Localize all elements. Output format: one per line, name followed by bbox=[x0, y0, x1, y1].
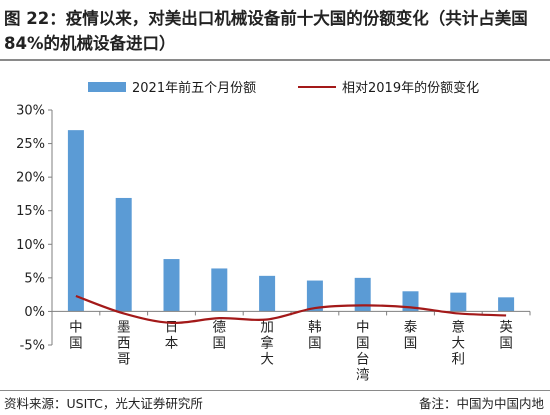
x-tick-label: 英国 bbox=[499, 318, 513, 351]
legend-label-bar: 2021年前五个月份额 bbox=[132, 81, 257, 96]
bar bbox=[67, 130, 84, 312]
y-tick-label: 15% bbox=[16, 204, 45, 219]
legend-item-bar: 2021年前五个月份额 bbox=[88, 77, 256, 96]
y-tick-label: 5% bbox=[24, 271, 45, 286]
bar bbox=[211, 268, 228, 312]
line-series bbox=[75, 294, 507, 324]
x-tick-label: 意大利 bbox=[452, 318, 466, 367]
bar bbox=[354, 277, 371, 312]
y-tick-label: -5% bbox=[20, 339, 45, 354]
bar-series bbox=[67, 130, 515, 312]
y-tick-label: 0% bbox=[24, 305, 45, 320]
legend-label-line: 相对2019年的份额变化 bbox=[342, 81, 480, 96]
y-tick-label: 25% bbox=[16, 137, 45, 152]
y-axis: -5% 0% 5% 10% 15% 20% 25% 30% bbox=[16, 104, 53, 354]
x-tick-label: 中国台湾 bbox=[356, 319, 370, 383]
bar bbox=[115, 197, 132, 312]
x-tick-label: 泰国 bbox=[404, 319, 418, 351]
bar bbox=[498, 297, 515, 312]
legend: 2021年前五个月份额 相对2019年的份额变化 bbox=[0, 77, 550, 97]
bar bbox=[306, 280, 323, 312]
chart-title: 图 22：疫情以来，对美出口机械设备前十大国的份额变化（共计占美国 84%的机械… bbox=[4, 9, 528, 53]
x-tick-label: 中国 bbox=[69, 319, 83, 351]
bar bbox=[259, 275, 276, 312]
legend-swatch-bar bbox=[88, 81, 126, 92]
y-tick-label: 10% bbox=[16, 238, 45, 253]
source-note: 资料来源：USITC，光大证券研究所 bbox=[4, 396, 203, 411]
x-tick-label: 墨西哥 bbox=[117, 319, 131, 367]
legend-item-line: 相对2019年的份额变化 bbox=[298, 77, 479, 96]
x-tick-label: 韩国 bbox=[308, 319, 322, 351]
legend-swatch-line bbox=[298, 85, 336, 88]
bar bbox=[450, 292, 467, 312]
footer-divider bbox=[0, 390, 550, 391]
x-tick-label: 日本 bbox=[165, 319, 179, 351]
footnote: 备注：中国为中国内地 bbox=[418, 396, 544, 411]
x-axis: 中国 墨西哥 日本 德国 加拿大 韩国 中国台湾 泰国 意大利 英国 bbox=[51, 310, 531, 383]
change-line bbox=[75, 294, 507, 324]
bar bbox=[163, 259, 180, 312]
y-tick-label: 20% bbox=[16, 171, 45, 186]
x-tick-label: 加拿大 bbox=[260, 319, 274, 367]
chart-plot: -5% 0% 5% 10% 15% 20% 25% 30% 中国 墨西哥 日本 德国 加拿大 韩国 中国台… bbox=[16, 104, 531, 383]
x-tick-label: 德国 bbox=[213, 319, 227, 351]
title-divider bbox=[0, 59, 550, 61]
y-tick-label: 30% bbox=[16, 104, 45, 119]
